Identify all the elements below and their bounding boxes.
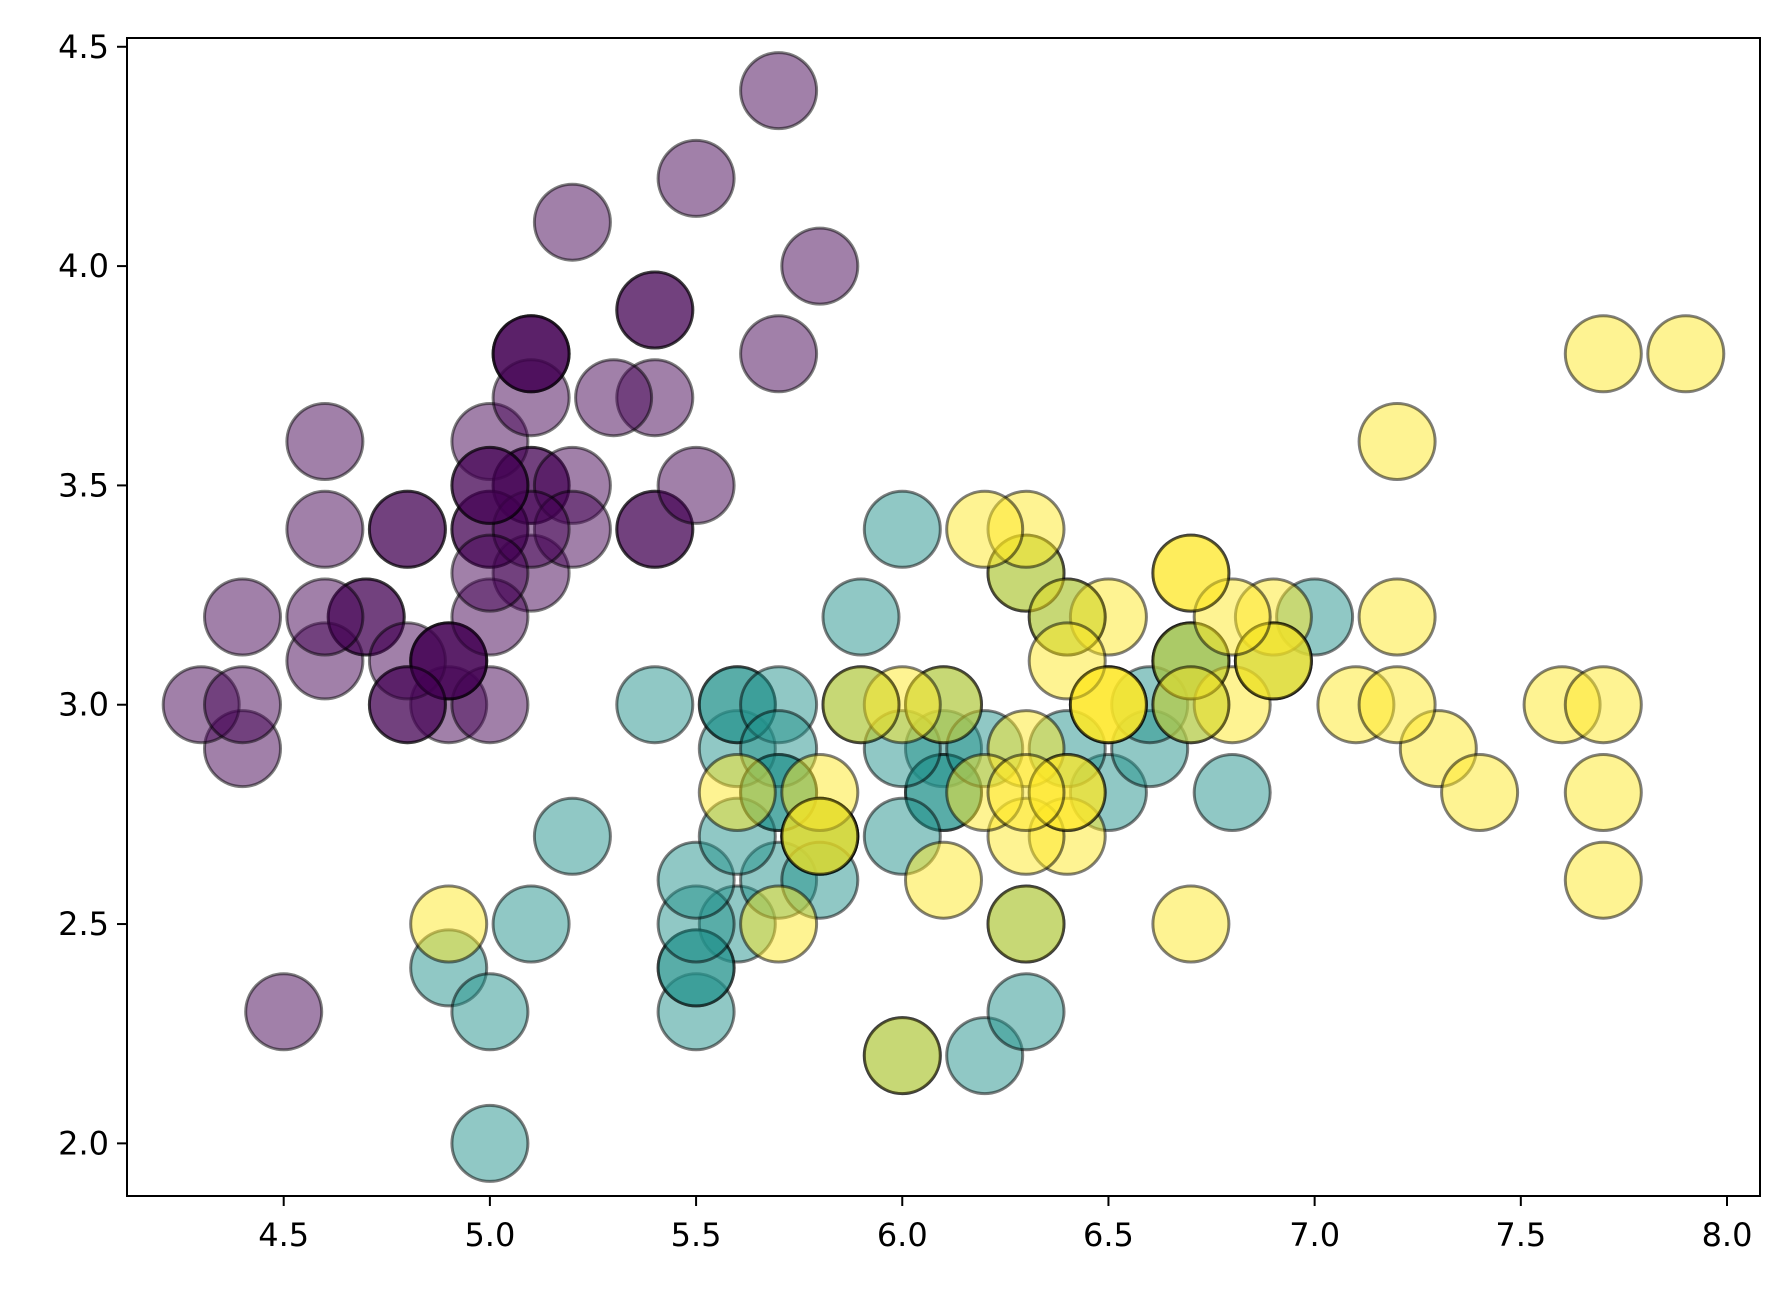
data-point-series0-46 (491, 314, 571, 394)
x-tick-label: 8.0 (1702, 1216, 1753, 1254)
data-point-series1-20 (821, 577, 901, 657)
y-tick-label: 3.5 (58, 466, 109, 504)
data-point-series2-18 (1563, 840, 1643, 920)
data-point-series2-49 (821, 665, 901, 745)
data-point-series2-30 (1440, 753, 1520, 832)
data-point-series2-34 (904, 840, 983, 920)
y-tick-label: 2.5 (58, 905, 109, 943)
data-point-series2-6 (409, 884, 489, 964)
x-tick-label: 7.5 (1495, 1216, 1546, 1254)
points-layer (161, 51, 1726, 1183)
data-point-series1-48 (491, 884, 571, 964)
data-point-series2-25 (1357, 577, 1437, 657)
data-point-series0-16 (615, 270, 695, 350)
data-point-series0-41 (244, 972, 324, 1052)
data-point-series0-49 (450, 533, 530, 613)
data-point-series0-33 (656, 138, 736, 218)
data-point-series0-14 (780, 226, 860, 306)
data-point-series0-42 (203, 577, 282, 657)
y-tick-label: 3.0 (58, 686, 109, 724)
data-point-series2-9 (1357, 402, 1437, 481)
data-point-series0-32 (532, 182, 612, 262)
x-tick-label: 6.0 (877, 1216, 928, 1254)
data-point-series2-35 (1563, 665, 1643, 745)
y-tick-label: 4.5 (58, 28, 109, 66)
x-tick-label: 6.5 (1083, 1216, 1134, 1254)
data-point-series0-48 (574, 358, 654, 438)
data-point-series0-18 (739, 314, 819, 394)
data-point-series0-47 (285, 577, 365, 657)
data-point-series2-44 (1151, 533, 1231, 613)
x-axis: 4.5 5.0 5.5 6.0 6.5 7.0 7.5 8.0 (258, 1196, 1752, 1254)
data-point-series2-31 (1646, 314, 1726, 394)
data-point-series2-22 (1563, 753, 1643, 832)
data-point-series2-13 (739, 884, 819, 964)
data-point-series1-10 (450, 1103, 530, 1183)
y-tick-label: 4.0 (58, 247, 109, 285)
x-tick-label: 5.5 (671, 1216, 722, 1254)
data-point-series2-45 (1151, 665, 1231, 745)
data-point-series2-29 (1357, 665, 1437, 745)
data-point-series0-36 (656, 445, 736, 525)
data-point-series2-47 (1068, 665, 1148, 745)
data-point-series2-17 (1563, 314, 1643, 394)
x-tick-label: 4.5 (258, 1216, 309, 1254)
data-point-series1-26 (1192, 753, 1272, 832)
data-point-series1-34 (615, 665, 695, 745)
data-point-series2-19 (862, 1016, 942, 1096)
y-axis: 2.0 2.5 3.0 3.5 4.0 4.5 (58, 28, 127, 1162)
x-tick-label: 5.0 (464, 1216, 515, 1254)
data-point-series0-43 (450, 445, 530, 525)
data-point-series1-9 (532, 796, 612, 876)
data-point-series0-38 (203, 665, 282, 745)
data-point-series2-46 (986, 884, 1066, 964)
data-point-series2-42 (780, 796, 860, 876)
data-point-series0-15 (739, 51, 819, 131)
y-tick-label: 2.0 (58, 1124, 109, 1162)
data-point-series0-24 (367, 489, 447, 569)
data-point-series2-48 (945, 489, 1025, 569)
data-point-series2-21 (697, 753, 777, 832)
data-point-series1-43 (450, 972, 530, 1052)
data-point-series0-6 (285, 489, 365, 569)
data-point-series1-35 (862, 489, 942, 569)
data-point-series2-33 (986, 753, 1066, 832)
data-point-series1-37 (986, 972, 1066, 1052)
data-point-series0-45 (367, 665, 447, 745)
plot-frame (126, 37, 1761, 1197)
data-point-series0-22 (285, 402, 365, 481)
data-point-series2-8 (1151, 884, 1231, 964)
x-tick-label: 7.0 (1289, 1216, 1340, 1254)
